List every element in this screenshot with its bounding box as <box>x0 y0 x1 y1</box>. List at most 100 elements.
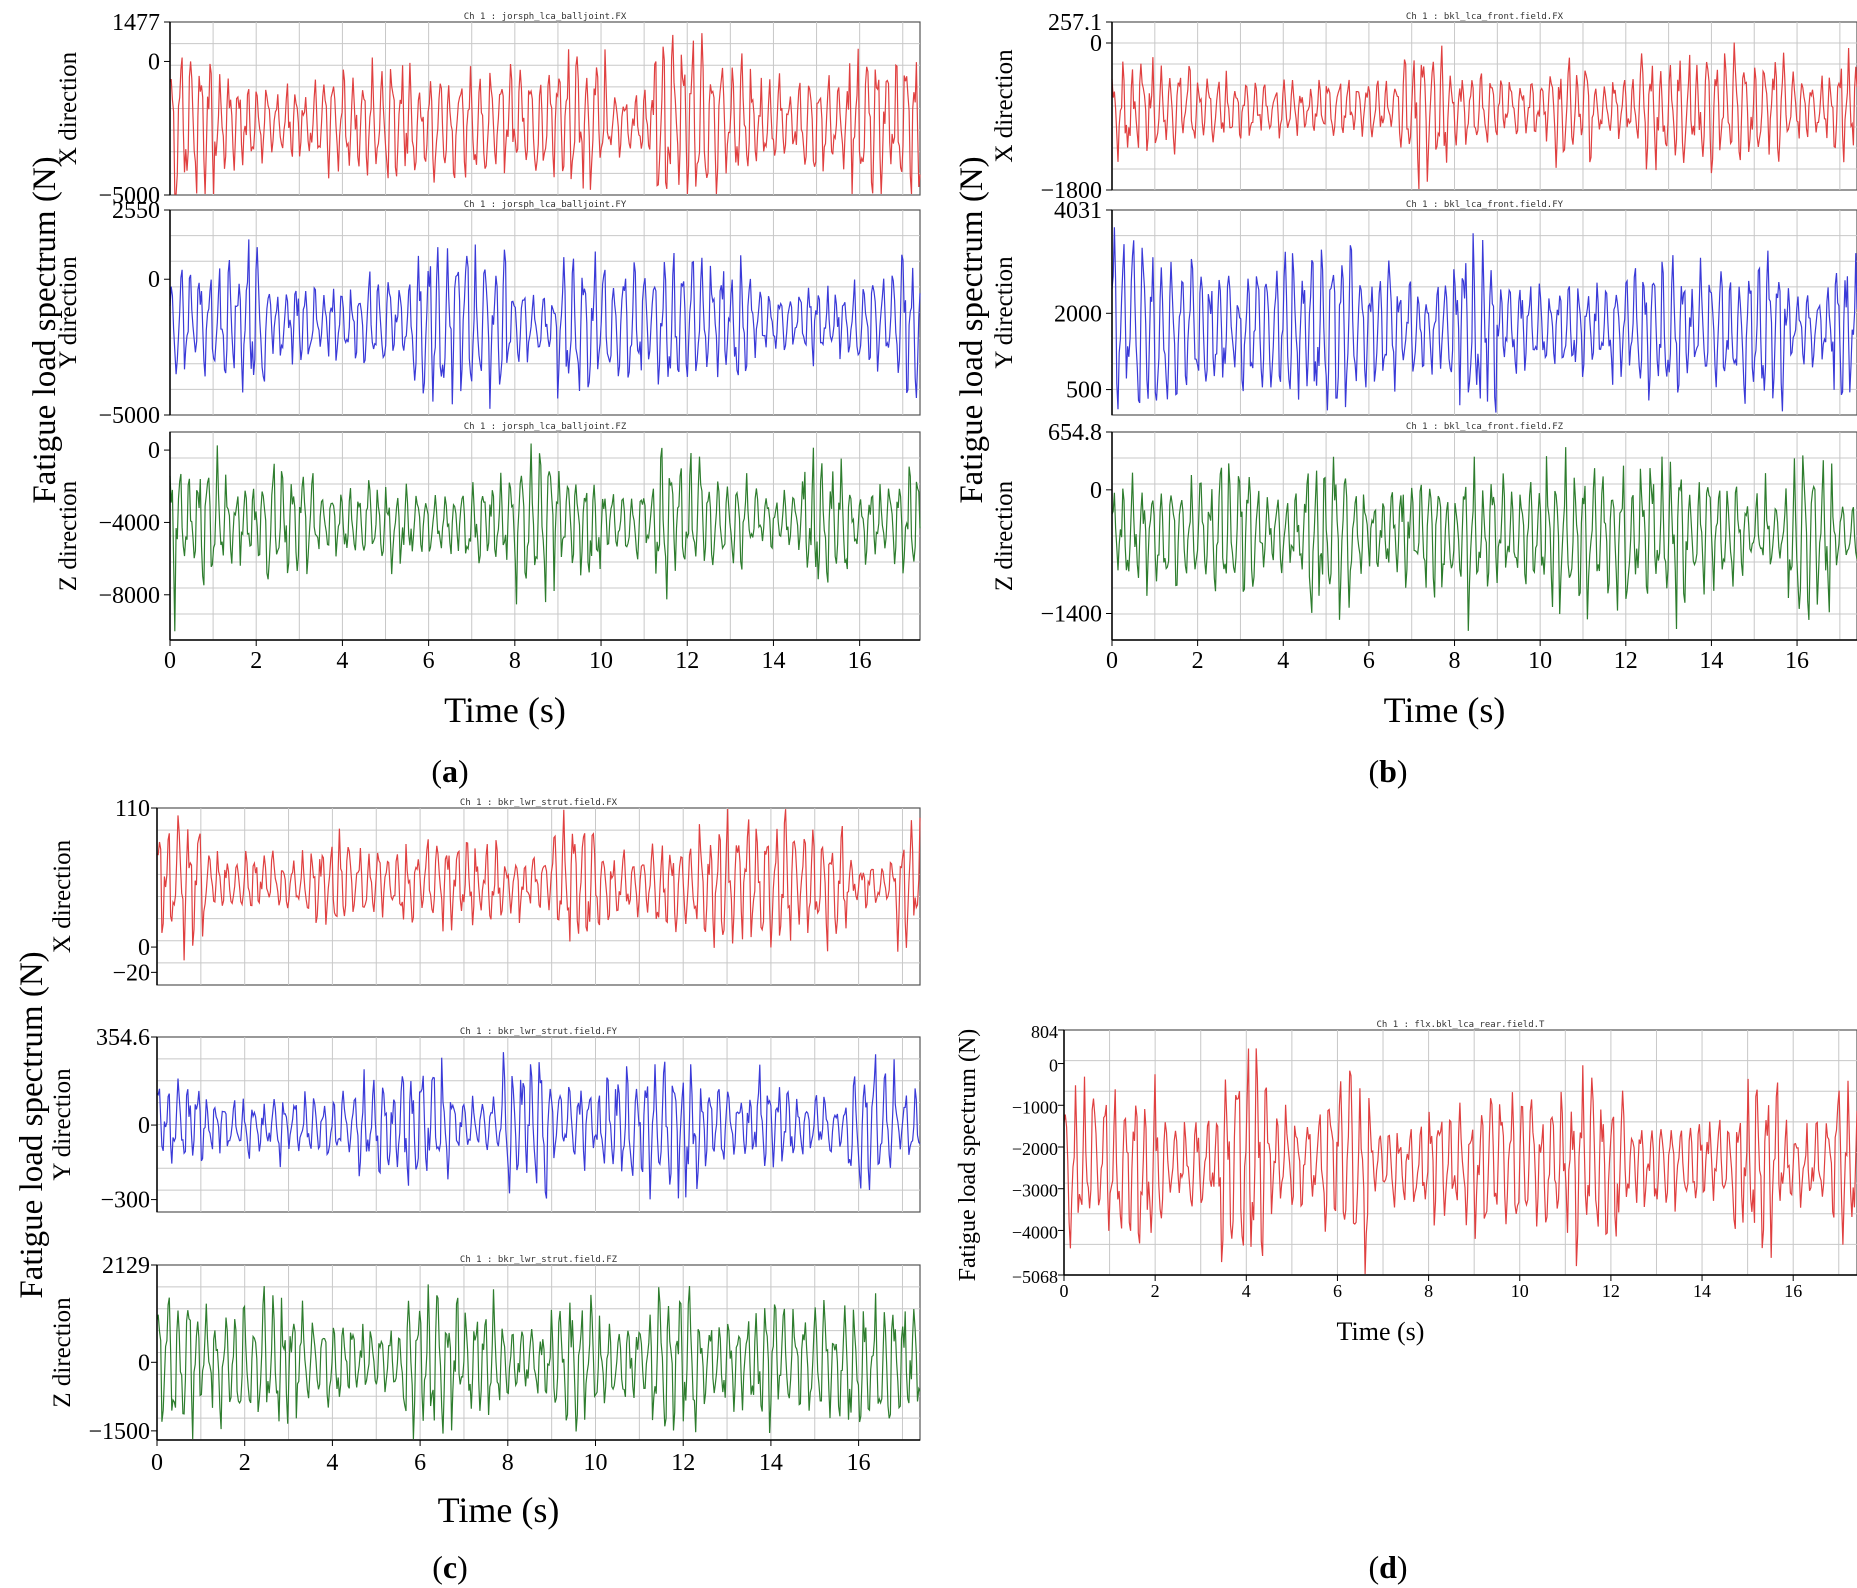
series-line <box>156 1052 921 1200</box>
subplot-b-1: Ch 1 : bkl_lca_front.field.FX 257.10 −1800… <box>991 10 1857 204</box>
y-tick-label: −5000 <box>98 403 160 429</box>
y-tick-label: 0 <box>138 1350 150 1376</box>
channel-title: Ch 1 : bkl_lca_front.field.FX <box>1406 12 1564 22</box>
y-tick-label: 1477 <box>112 10 160 36</box>
x-tick-label: 2 <box>1192 648 1204 674</box>
panel-a: Ch 1 : jorsph_lca_balljoint.FX 1477 0 −5000… <box>27 10 921 730</box>
y-tick-label: 654.8 <box>1048 420 1102 446</box>
channel-title: Ch 1 : bkl_lca_front.field.FZ <box>1406 422 1564 432</box>
y-axis-label: Fatigue load spectrum (N) <box>27 156 63 503</box>
y-tick-label: −1000 <box>1012 1097 1058 1117</box>
y-tick-label: 354.6 <box>96 1025 150 1051</box>
panels: Ch 1 : jorsph_lca_balljoint.FX 1477 0 −5000… <box>14 10 1857 1530</box>
series-line <box>169 33 921 195</box>
x-tick-label: 0 <box>151 1450 163 1476</box>
channel-title: Ch 1 : bkr_lwr_strut.field.FX <box>460 798 618 808</box>
direction-label: Y direction <box>49 1068 76 1181</box>
x-tick-label: 8 <box>502 1450 514 1476</box>
x-tick-label: 0 <box>164 648 176 674</box>
y-tick-label: 0 <box>1090 31 1102 57</box>
x-tick-label: 6 <box>414 1450 426 1476</box>
y-tick-label: −2000 <box>1012 1139 1058 1159</box>
y-axis-label: Fatigue load spectrum (N) <box>955 1029 981 1282</box>
x-tick-label: 6 <box>1363 648 1375 674</box>
y-tick-label: 2550 <box>112 198 160 224</box>
series-line <box>169 443 921 632</box>
y-tick-label: 0 <box>148 267 160 293</box>
direction-label: Y direction <box>55 256 82 369</box>
y-tick-label: −4000 <box>1012 1222 1058 1242</box>
subplot-b-3: Ch 1 : bkl_lca_front.field.FZ 654.8 0 −1400… <box>991 420 1857 641</box>
x-tick-label: 12 <box>675 648 699 674</box>
x-tick-label: 14 <box>1693 1281 1711 1301</box>
y-tick-label: 2000 <box>1054 301 1102 327</box>
x-tick-label: 8 <box>1449 648 1461 674</box>
y-tick-label: 257.1 <box>1048 10 1102 36</box>
series-line <box>1063 1048 1857 1275</box>
series-line <box>1111 447 1857 631</box>
x-tick-label: 14 <box>761 648 785 674</box>
y-tick-label: 110 <box>115 796 150 822</box>
x-tick-label: 16 <box>1784 1281 1802 1301</box>
direction-label: Z direction <box>49 1297 76 1408</box>
subplot-c-3: Ch 1 : bkr_lwr_strut.field.FZ 2129 0 −1500 Z… <box>49 1253 921 1445</box>
y-tick-label: −4000 <box>98 510 160 536</box>
series-line <box>1111 227 1857 413</box>
y-tick-label: 500 <box>1066 378 1102 404</box>
panel-b: Ch 1 : bkl_lca_front.field.FX257.10−1800… <box>954 10 1857 730</box>
x-tick-label: 4 <box>326 1450 338 1476</box>
channel-title: Ch 1 : jorsph_lca_balljoint.FZ <box>464 422 627 432</box>
x-tick-label: 10 <box>1528 648 1552 674</box>
subplot-a-2: Ch 1 : jorsph_lca_balljoint.FY 2550 0 −5000… <box>55 198 921 429</box>
y-axis-label: Fatigue load spectrum (N) <box>14 951 50 1298</box>
y-tick-label: 4031 <box>1054 198 1102 224</box>
x-tick-label: 6 <box>1333 1281 1342 1301</box>
series-line <box>169 239 921 409</box>
y-tick-label: −300 <box>100 1188 150 1214</box>
x-tick-label: 16 <box>848 648 872 674</box>
subplot-c-1: Ch 1 : bkr_lwr_strut.field.FX 110 0−20 X di… <box>49 796 921 986</box>
panel-label-d: (d) <box>1368 1549 1407 1585</box>
subplot-d-1: Ch 1 : flx.bkl_lca_rear.field.T 804 0 −1000… <box>1012 1020 1857 1287</box>
series-line <box>156 808 921 961</box>
x-tick-label: 12 <box>1614 648 1638 674</box>
subplot-a-1: Ch 1 : jorsph_lca_balljoint.FX 1477 0 −5000… <box>55 10 921 209</box>
x-tick-label: 12 <box>671 1450 695 1476</box>
x-tick-label: 8 <box>509 648 521 674</box>
x-tick-label: 16 <box>1785 648 1809 674</box>
x-tick-label: 4 <box>1242 1281 1251 1301</box>
x-tick-label: 14 <box>759 1450 783 1476</box>
x-tick-label: 0 <box>1060 1281 1069 1301</box>
direction-label: Y direction <box>991 256 1018 369</box>
x-tick-label: 14 <box>1699 648 1723 674</box>
y-tick-label: 2129 <box>102 1253 150 1279</box>
x-axis-label: Time (s) <box>1337 1317 1425 1346</box>
x-tick-label: 0 <box>1106 648 1118 674</box>
x-tick-label: 4 <box>336 648 348 674</box>
y-tick-label: −5068 <box>1012 1267 1058 1287</box>
direction-label: X direction <box>991 49 1018 163</box>
direction-label: X direction <box>49 839 76 953</box>
x-tick-label: 6 <box>423 648 435 674</box>
y-tick-label: −1400 <box>1040 602 1102 628</box>
series-line <box>156 1284 921 1440</box>
direction-label: X direction <box>55 51 82 165</box>
channel-title: Ch 1 : bkl_lca_front.field.FY <box>1406 200 1564 210</box>
x-tick-label: 2 <box>250 648 262 674</box>
y-tick-label: −1500 <box>88 1419 150 1445</box>
panel-label-a: (a) <box>431 753 468 789</box>
y-tick-label: 0 <box>1049 1056 1058 1076</box>
x-tick-label: 10 <box>584 1450 608 1476</box>
y-tick-label: −8000 <box>98 583 160 609</box>
direction-label: Z direction <box>991 480 1018 591</box>
panel-label-b: (b) <box>1368 753 1407 789</box>
subplot-c-2: Ch 1 : bkr_lwr_strut.field.FY 354.6 0 −300 Y… <box>49 1025 921 1214</box>
y-tick-label: 0 <box>1090 478 1102 504</box>
y-tick-label: 0 <box>148 438 160 464</box>
y-tick-label: 804 <box>1031 1022 1058 1042</box>
channel-title: Ch 1 : bkr_lwr_strut.field.FY <box>460 1027 618 1037</box>
y-tick-label: −1800 <box>1040 178 1102 204</box>
x-tick-label: 10 <box>589 648 613 674</box>
